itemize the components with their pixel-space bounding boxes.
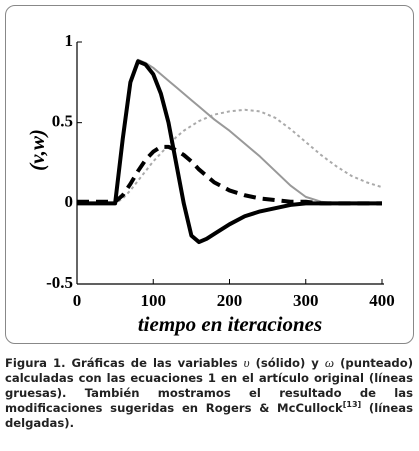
caption-reference: [13] (342, 400, 362, 410)
y-tick-label: -0.5 (46, 273, 73, 292)
figure-frame (5, 5, 414, 344)
caption-text: (punteado) calculadas con las ecuaciones… (5, 356, 413, 415)
x-tick-label: 300 (293, 291, 319, 310)
y-tick-label: 0.5 (52, 112, 73, 131)
x-axis-label: tiempo en iteraciones (138, 312, 322, 336)
caption: Figura 1. Gráficas de las variables υ (s… (5, 355, 413, 431)
y-tick-label: 0 (65, 192, 74, 211)
caption-text: (sólido) y (249, 356, 325, 370)
series-line (77, 59, 382, 245)
series-line (77, 108, 383, 205)
caption-symbol: υ (243, 355, 250, 370)
y-axis-label: (v,w) (25, 129, 49, 171)
x-tick-label: 400 (369, 291, 395, 310)
series-line (77, 144, 382, 206)
chart: (v,w) tiempo en iteraciones -0.500.510 10… (25, 31, 395, 336)
x-tick-label: 0 (73, 291, 82, 310)
caption-text: (líneas delgadas). (5, 401, 414, 430)
x-tick-label: 100 (141, 291, 167, 310)
y-tick-label: 1 (65, 31, 74, 50)
caption-label: Figura 1. (5, 356, 66, 370)
caption-symbol: ω (324, 355, 335, 370)
caption-text: Gráficas de las variables (65, 356, 244, 370)
x-tick-label: 200 (217, 291, 243, 310)
